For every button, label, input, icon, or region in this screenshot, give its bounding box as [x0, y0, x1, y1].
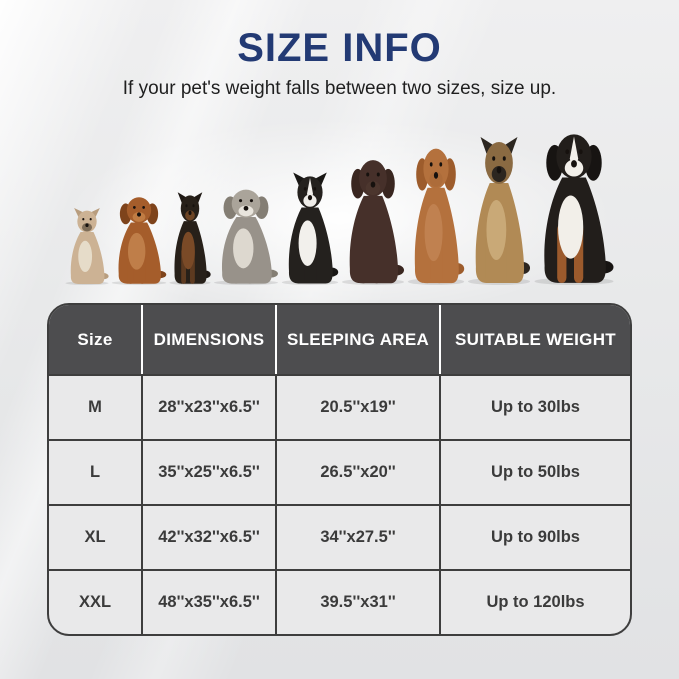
cell-m-dimensions: 28''x23''x6.5'' [143, 376, 277, 439]
cell-l-size: L [49, 441, 143, 504]
cell-xxl-suitable-weight: Up to 120lbs [486, 593, 585, 611]
cell-l-suitable-weight: Up to 50lbs [491, 463, 580, 481]
cell-xl-dimensions: 42''x32''x6.5'' [143, 506, 277, 569]
cell-xl-sleeping-area: 34''x27.5'' [277, 506, 441, 569]
dog-cavalier-spaniel [111, 197, 166, 285]
page-title: SIZE INFO [237, 26, 442, 70]
column-header-size: Size [49, 305, 143, 374]
cell-xxl-size: XXL [49, 571, 143, 634]
cell-m-sleeping-area: 20.5''x19'' [277, 376, 441, 439]
dog-size-lineup [64, 127, 616, 285]
cell-m-suitable-weight: Up to 30lbs [491, 398, 580, 416]
column-header-dimensions: DIMENSIONS [143, 305, 277, 374]
dog-border-collie [281, 172, 338, 285]
cell-xl-suitable-weight: Up to 90lbs [491, 528, 580, 546]
cell-m-size: M [49, 376, 143, 439]
column-header-suitable-weight: SUITABLE WEIGHT [455, 329, 616, 349]
cell-xxl-dimensions: 48''x35''x6.5'' [143, 571, 277, 634]
table-row-l: L 35''x25''x6.5'' 26.5''x20'' Up to 50lb… [49, 439, 630, 504]
table-row-xxl: XXL 48''x35''x6.5'' 39.5''x31'' Up to 12… [49, 569, 630, 634]
dog-french-bulldog [64, 208, 109, 285]
dog-chocolate-labrador [341, 160, 404, 285]
size-table: Size DIMENSIONS SLEEPING AREA SUITABLE W… [47, 303, 632, 636]
dog-bernese-mountain-dog [534, 134, 613, 285]
cell-l-sleeping-area: 26.5''x20'' [277, 441, 441, 504]
table-row-m: M 28''x23''x6.5'' 20.5''x19'' Up to 30lb… [49, 374, 630, 439]
column-header-sleeping-area: SLEEPING AREA [277, 305, 441, 374]
cell-l-dimensions: 35''x25''x6.5'' [143, 441, 277, 504]
page-subtitle: If your pet's weight falls between two s… [122, 78, 557, 99]
dog-vizsla [407, 148, 464, 285]
cell-xl-size: XL [49, 506, 143, 569]
dog-miniature-pinscher [168, 192, 211, 285]
dog-german-shepherd [467, 137, 530, 285]
dog-english-bulldog [213, 189, 278, 285]
size-table-header: Size DIMENSIONS SLEEPING AREA SUITABLE W… [49, 305, 630, 374]
cell-xxl-sleeping-area: 39.5''x31'' [277, 571, 441, 634]
table-row-xl: XL 42''x32''x6.5'' 34''x27.5'' Up to 90l… [49, 504, 630, 569]
